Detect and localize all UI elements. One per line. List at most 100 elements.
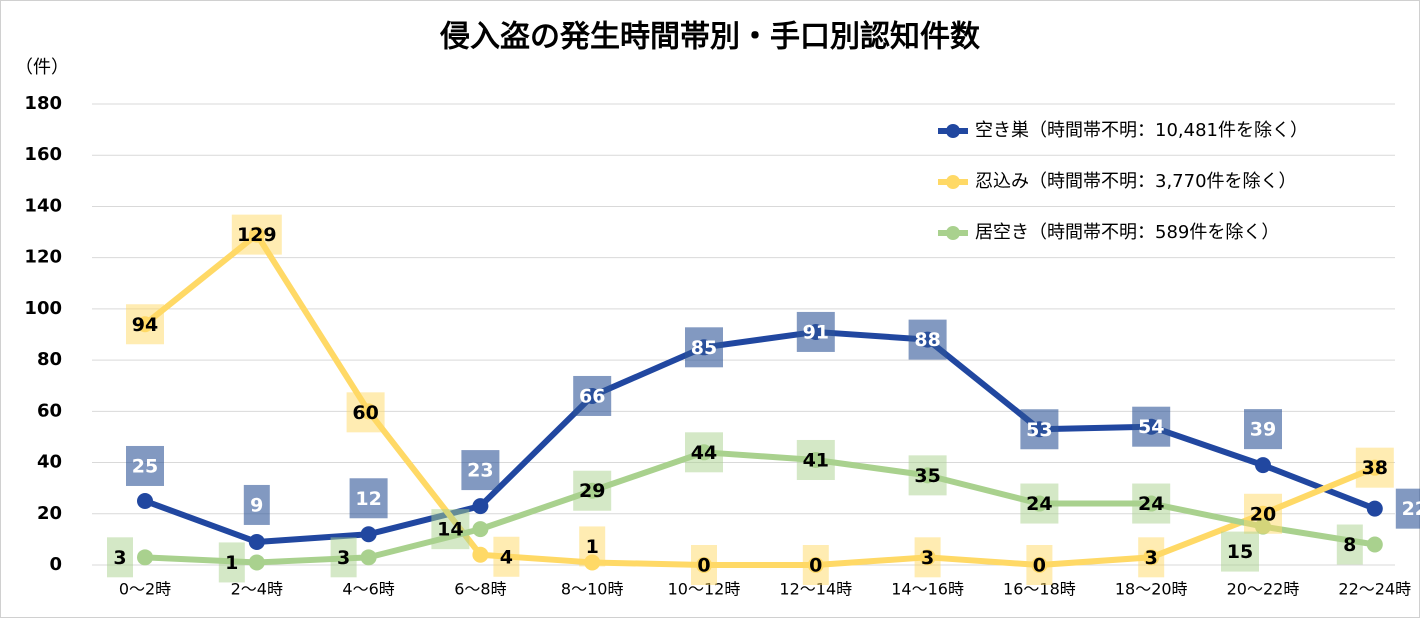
data-point: [360, 526, 377, 543]
data-label-box: [493, 536, 520, 577]
y-tick-label: 140: [24, 195, 62, 216]
data-point: [137, 549, 153, 566]
data-label: 0: [809, 555, 822, 577]
data-label: 9: [250, 494, 263, 516]
data-label-box: [1020, 409, 1059, 450]
data-label: 39: [1250, 419, 1276, 441]
data-point: [472, 498, 489, 515]
y-tick-label: 80: [37, 349, 62, 370]
data-label: 1: [586, 536, 599, 558]
data-label: 8: [1343, 534, 1356, 556]
data-label: 38: [1362, 457, 1388, 479]
data-label-box: [908, 319, 947, 360]
data-point: [137, 492, 153, 509]
x-tick-label: 10～12時: [668, 580, 741, 599]
x-tick-label: 20～22時: [1227, 580, 1300, 599]
series-line: [143, 231, 1376, 568]
data-label: 41: [803, 449, 829, 471]
legend-label: 居空き（時間帯不明：589件を除く）: [975, 222, 1279, 243]
data-label: 44: [691, 442, 717, 464]
y-tick-label: 60: [37, 400, 62, 421]
data-label-box: [1355, 447, 1394, 488]
y-tick-label: 20: [37, 503, 62, 524]
data-label-box: [691, 545, 717, 585]
data-label-box: [1132, 406, 1171, 447]
data-label: 4: [500, 546, 513, 568]
data-label: 3: [921, 547, 934, 569]
data-label: 24: [1026, 493, 1052, 515]
data-point: [248, 554, 265, 571]
legend-marker: [946, 226, 960, 240]
data-label: 23: [467, 460, 493, 482]
data-label-box: [796, 439, 835, 480]
data-label: 91: [803, 321, 829, 343]
data-label-box: [231, 214, 282, 255]
data-label-box: [1221, 531, 1259, 572]
data-point: [360, 549, 377, 566]
y-tick-label: 180: [24, 93, 62, 114]
data-label: 3: [1145, 547, 1158, 569]
y-tick-label: 160: [24, 144, 62, 165]
data-label-box: [908, 455, 947, 496]
data-label: 85: [691, 337, 717, 359]
data-label-box: [573, 470, 612, 511]
data-label-box: [461, 450, 500, 491]
x-tick-label: 14～16時: [891, 580, 964, 599]
y-tick-label: 120: [24, 247, 62, 268]
data-point: [1366, 536, 1383, 553]
y-tick-label: 100: [24, 298, 62, 319]
data-label-box: [573, 375, 612, 416]
data-label: 20: [1250, 503, 1276, 525]
x-tick-label: 22～24時: [1338, 580, 1411, 599]
data-label-box: [1026, 545, 1053, 585]
data-label-box: [796, 311, 835, 352]
data-label: 94: [132, 314, 158, 336]
legend-marker: [946, 175, 960, 189]
data-label: 88: [914, 329, 940, 351]
x-tick-label: 6～8時: [454, 580, 506, 599]
data-label: 54: [1138, 416, 1164, 438]
data-label: 129: [237, 224, 277, 246]
data-label-box: [685, 327, 723, 368]
data-label-box: [1244, 409, 1282, 450]
data-label: 60: [352, 402, 378, 424]
data-label: 15: [1227, 541, 1253, 563]
y-tick-label: 0: [49, 554, 62, 575]
data-label-box: [243, 484, 270, 525]
legend-marker: [946, 124, 960, 138]
chart-title: 侵入盗の発生時間帯別・手口別認知件数: [439, 20, 981, 55]
x-tick-label: 12～14時: [779, 580, 852, 599]
data-label-box: [1395, 488, 1420, 529]
data-label: 66: [579, 385, 605, 407]
x-tick-label: 2～4時: [231, 580, 283, 599]
data-label-box: [126, 304, 164, 345]
data-point: [472, 521, 489, 538]
data-label-box: [802, 545, 829, 585]
data-label-box: [1132, 483, 1171, 524]
data-label: 0: [1033, 555, 1046, 577]
x-tick-label: 0～2時: [119, 580, 171, 599]
data-label-box: [218, 542, 245, 583]
y-unit: （件）: [15, 57, 69, 78]
data-label: 1: [225, 552, 238, 574]
data-point: [472, 546, 489, 563]
data-label-box: [1138, 537, 1165, 578]
data-label-box: [349, 478, 388, 519]
data-label: 25: [132, 455, 158, 477]
data-label: 14: [437, 519, 463, 541]
data-label-box: [685, 432, 723, 473]
data-label-box: [330, 537, 357, 578]
data-label: 0: [697, 555, 710, 577]
x-tick-label: 18～20時: [1115, 580, 1188, 599]
x-tick-label: 4～6時: [342, 580, 394, 599]
legend-label: 空き巣（時間帯不明：10,481件を除く）: [975, 120, 1308, 141]
data-label: 3: [337, 547, 350, 569]
data-point: [1366, 500, 1383, 517]
legend-label: 忍込み（時間帯不明：3,770件を除く）: [975, 171, 1297, 192]
x-tick-label: 16～18時: [1003, 580, 1076, 599]
data-label: 53: [1026, 419, 1052, 441]
data-point: [248, 533, 265, 550]
data-label-box: [107, 537, 133, 578]
data-label-box: [579, 526, 606, 567]
